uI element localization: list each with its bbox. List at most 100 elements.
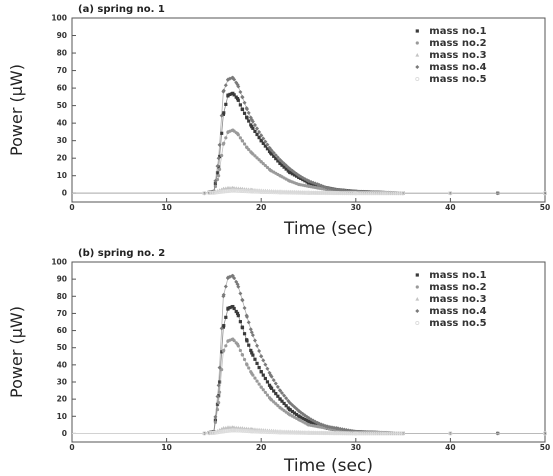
x-tick-label: 40 [445,203,455,212]
data-point [278,406,282,410]
data-point [217,365,222,370]
data-point [381,431,387,436]
data-point [282,393,287,398]
data-point [245,314,250,319]
data-point [306,184,311,188]
data-point [217,400,221,405]
data-point [306,190,311,195]
y-axis-label: Power (μW) [7,64,26,156]
y-tick-label: 20 [57,154,67,163]
data-point [297,409,302,414]
data-point [272,389,276,393]
data-point [240,352,244,357]
data-point [255,126,260,131]
data-point [263,189,268,195]
data-point [240,325,244,329]
data-point [369,191,374,196]
data-point [375,191,380,196]
legend-label: mass no.4 [429,306,486,317]
series-line [204,338,545,434]
data-point [215,164,220,169]
legend-marker [415,297,420,301]
data-point [220,131,224,135]
data-point [271,430,276,435]
data-point [263,139,268,144]
y-tick-label: 70 [57,309,67,318]
data-point [297,418,301,422]
data-point [353,191,358,196]
data-point [348,431,353,436]
data-point [244,189,249,194]
data-point [261,141,265,145]
data-point [207,431,212,436]
data-point [284,163,289,168]
data-point [323,431,328,436]
data-point [242,428,247,433]
data-point [257,135,261,140]
data-point [373,431,378,436]
data-point [226,339,230,343]
data-point [231,128,235,132]
data-point [219,113,224,118]
x-tick-label: 30 [351,443,361,452]
legend-label: mass no.3 [429,50,486,61]
data-point [275,384,280,389]
data-point [297,173,302,178]
data-point [242,332,247,336]
data-point [287,166,292,171]
data-point [316,186,320,190]
data-point [225,189,230,194]
data-point [278,388,283,393]
data-point [235,82,240,87]
data-point [300,430,305,435]
data-point [226,306,230,310]
data-point [276,404,280,408]
data-point [309,420,313,424]
legend-marker [415,76,420,82]
data-point [392,191,397,196]
data-point [261,358,266,363]
data-point [278,190,283,195]
data-point [286,430,291,435]
y-tick-label: 60 [57,84,67,93]
data-point [346,191,351,196]
y-tick-label: 30 [57,136,67,145]
data-point [211,430,216,435]
data-point [269,385,273,389]
data-point [311,430,316,436]
data-point [287,400,292,405]
data-point [319,190,324,196]
data-point [215,402,220,406]
data-point [306,178,311,183]
series-line [204,275,545,434]
data-point [226,93,230,97]
data-point [278,397,282,401]
data-point [224,136,228,140]
data-point [248,327,253,332]
data-point [315,190,320,196]
data-point [230,273,235,278]
data-point [245,339,249,343]
data-point [317,430,322,436]
y-tick-label: 0 [62,429,67,438]
series-5 [72,428,548,436]
data-point [263,144,267,148]
data-point [334,187,339,192]
data-point [221,325,225,329]
data-point [213,190,218,195]
data-point [329,431,335,436]
data-point [304,190,310,195]
data-point [297,414,301,418]
data-point [280,399,284,403]
data-point [259,354,264,359]
data-point [275,430,280,435]
data-point [336,191,341,196]
data-point [319,431,324,436]
data-point [224,315,228,319]
data-point [282,430,287,435]
data-point [344,191,349,196]
data-point [209,190,214,195]
data-point [257,382,261,386]
data-point [255,379,259,383]
